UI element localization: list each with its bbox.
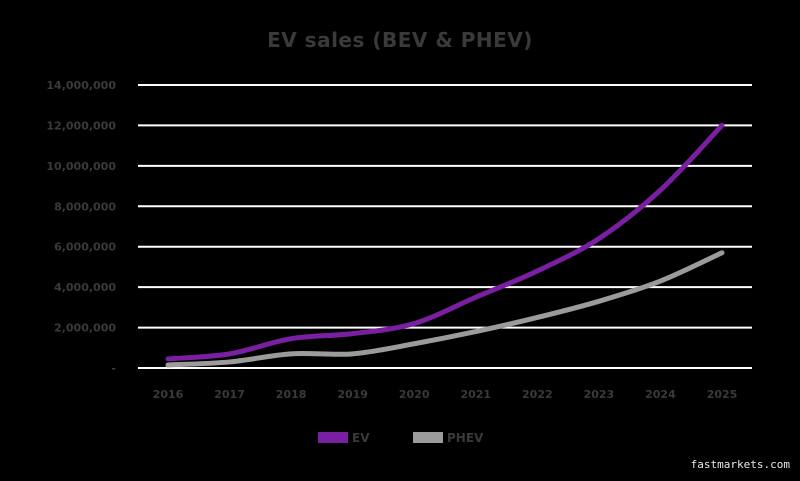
y-tick-label: 10,000,000 xyxy=(46,160,116,173)
legend-label-phev: PHEV xyxy=(447,431,484,445)
y-tick-label: 6,000,000 xyxy=(54,241,116,254)
y-axis-tick-labels: - 2,000,000 4,000,000 6,000,000 8,000,000 10,… xyxy=(46,79,116,375)
legend-swatch-phev xyxy=(413,432,443,443)
series-line-ev xyxy=(165,122,725,362)
x-tick-label: 2024 xyxy=(645,388,676,401)
x-tick-label: 2020 xyxy=(399,388,430,401)
legend-label-ev: EV xyxy=(352,431,370,445)
x-tick-label: 2021 xyxy=(460,388,491,401)
chart-title: EV sales (BEV & PHEV) xyxy=(267,28,533,52)
y-tick-label: 12,000,000 xyxy=(46,119,116,132)
legend: EV PHEV xyxy=(318,431,484,445)
series-lines xyxy=(165,122,725,368)
x-tick-label: 2017 xyxy=(214,388,245,401)
source-credit: fastmarkets.com xyxy=(690,458,790,471)
x-tick-label: 2016 xyxy=(153,388,184,401)
y-tick-label: 4,000,000 xyxy=(54,281,116,294)
y-tick-label: 14,000,000 xyxy=(46,79,116,92)
x-tick-label: 2023 xyxy=(584,388,615,401)
x-tick-label: 2025 xyxy=(707,388,738,401)
y-tick-label: - xyxy=(111,362,116,375)
x-tick-label: 2018 xyxy=(276,388,307,401)
legend-swatch-ev xyxy=(318,432,348,443)
gridlines xyxy=(138,84,752,369)
series-line-phev xyxy=(165,250,725,368)
x-tick-label: 2022 xyxy=(522,388,553,401)
y-tick-label: 2,000,000 xyxy=(54,322,116,335)
x-tick-label: 2019 xyxy=(337,388,368,401)
x-axis-tick-labels: 2016 2017 2018 2019 2020 2021 2022 2023 2024 2025 xyxy=(153,388,738,401)
y-tick-label: 8,000,000 xyxy=(54,200,116,213)
